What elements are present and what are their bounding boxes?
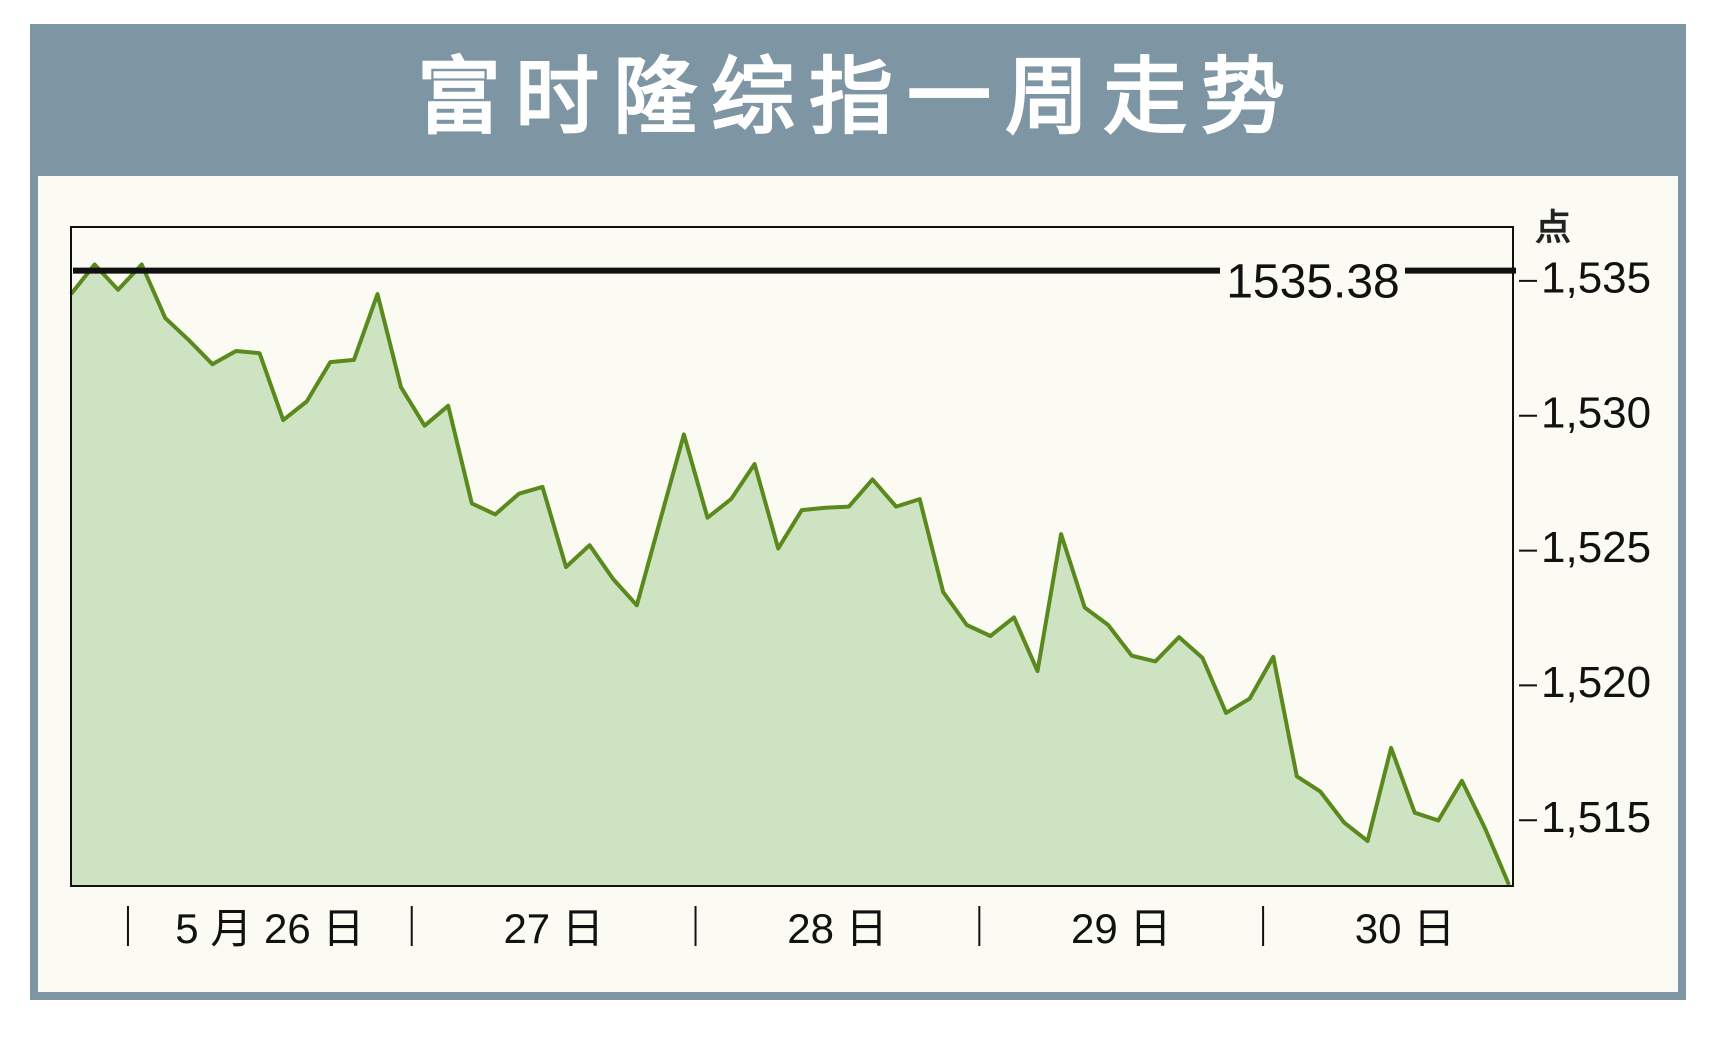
x-tick-label: 28 日: [787, 905, 887, 952]
y-tick-label: 1,535: [1541, 254, 1651, 303]
reference-label: 1535.38: [1226, 255, 1400, 308]
chart-title: 富时隆综指一周走势: [417, 50, 1299, 144]
y-tick-label: 1,520: [1541, 658, 1651, 707]
y-tick-label: 1,525: [1541, 523, 1651, 572]
x-tick-label: 30 日: [1355, 905, 1455, 952]
x-tick-label: 27 日: [503, 905, 603, 952]
y-unit: 点: [1535, 207, 1571, 248]
x-tick-label: 5 月 26 日: [175, 905, 364, 952]
plot-border: [70, 226, 1514, 887]
y-tick-label: 1,515: [1541, 793, 1651, 842]
y-tick-label: 1,530: [1541, 388, 1651, 437]
reference-label-bg: [1220, 244, 1405, 297]
x-tick-label: 29 日: [1071, 905, 1171, 952]
area: [71, 264, 1509, 886]
line: [69, 262, 1511, 886]
